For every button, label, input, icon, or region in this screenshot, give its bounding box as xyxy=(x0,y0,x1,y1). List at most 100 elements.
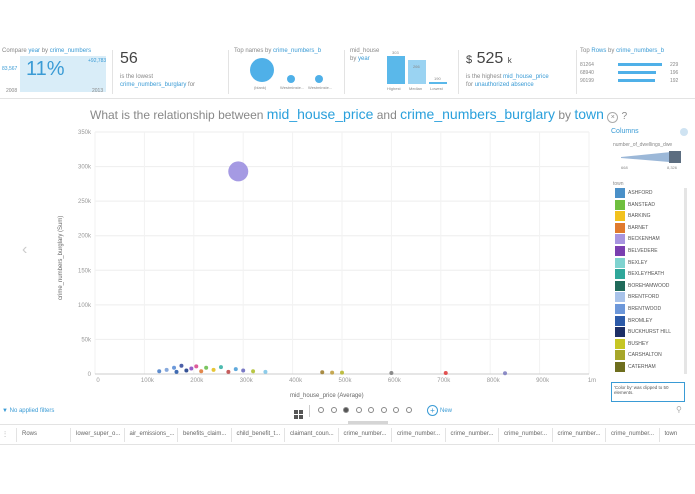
prev-arrow-icon[interactable]: ‹ xyxy=(22,241,28,258)
table-column-header[interactable]: crime_number... xyxy=(444,428,498,442)
page-dot[interactable] xyxy=(405,407,412,413)
y-tick-label: 200k xyxy=(78,234,92,240)
lowest-line2: crime_numbers_burglary for xyxy=(120,82,196,88)
page-dot[interactable] xyxy=(393,407,399,413)
median-label: Median xyxy=(409,86,423,91)
data-point xyxy=(164,367,169,372)
page-dot[interactable] xyxy=(330,407,337,413)
legend-swatch xyxy=(615,246,625,256)
legend-label: BRENTWOOD xyxy=(628,306,662,312)
insight-card-lowest[interactable]: 56 is the lowest crime_numbers_burglary … xyxy=(118,44,218,98)
page-dot[interactable] xyxy=(355,407,362,413)
x-tick-label: 900k xyxy=(536,378,550,384)
legend-swatch xyxy=(615,257,625,268)
x-tick-label: 600k xyxy=(388,378,402,384)
top-row-bar xyxy=(618,63,662,66)
size-min: 668 xyxy=(621,165,628,170)
insight-card-min-max[interactable]: mid_house by year 303 266 190 Highest Me… xyxy=(350,44,450,98)
insight-card-top-rows[interactable]: Top Rows by crime_numbers_b 81264 229 6894… xyxy=(580,44,692,98)
table-column-header[interactable]: crime_number... xyxy=(551,428,605,442)
page-dot[interactable] xyxy=(368,407,374,413)
columns-label[interactable]: Columns xyxy=(611,128,639,135)
table-column-header[interactable]: crime_number... xyxy=(605,428,658,442)
settings-sliders-icon[interactable]: ⫶ xyxy=(4,430,6,439)
lowest-line1: is the lowest xyxy=(120,74,154,80)
toolbar-divider xyxy=(309,405,310,417)
top-row-id: 68940 xyxy=(580,70,594,76)
y-tick-label: 50k xyxy=(81,337,92,343)
insight-card-compare[interactable]: Compare year by crime_numbers 83,567 11%… xyxy=(2,44,108,98)
page-dot[interactable] xyxy=(380,407,387,413)
data-point xyxy=(330,370,335,375)
variable-y[interactable]: crime_numbers_burglary xyxy=(400,106,555,122)
table-column-header[interactable]: crime_number... xyxy=(391,428,444,442)
table-column-header[interactable]: benefits_claim... xyxy=(177,428,230,442)
legend-scrollbar[interactable] xyxy=(684,188,687,374)
new-button[interactable]: New xyxy=(440,408,453,414)
data-point xyxy=(184,368,189,373)
legend-label: BANSTEAD xyxy=(628,201,655,208)
filter-status[interactable]: ▼ No applied filters xyxy=(2,408,55,414)
legend-label: BRENTFORD xyxy=(628,294,660,301)
data-point xyxy=(443,370,448,375)
insight-card-highest[interactable]: $ 525 k is the highest mid_house_price f… xyxy=(464,44,572,98)
top-row-id: 81264 xyxy=(580,62,594,68)
x-tick-label: 500k xyxy=(338,378,352,384)
size-legend-shape xyxy=(621,151,681,163)
table-column-header[interactable]: air_emissions_... xyxy=(123,428,177,442)
variable-group[interactable]: town xyxy=(574,106,604,122)
variable-x[interactable]: mid_house_price xyxy=(266,106,374,122)
data-point xyxy=(340,370,344,375)
table-column-header[interactable]: claimant_coun... xyxy=(284,428,337,442)
bottom-toolbar: ▼ No applied filters + New ⚲ xyxy=(0,402,695,422)
help-icon[interactable]: ? xyxy=(621,111,628,122)
legend-swatch xyxy=(615,338,625,349)
grid-view-icon[interactable] xyxy=(294,406,304,419)
x-axis-label: mid_house_price (Average) xyxy=(290,393,364,399)
data-point xyxy=(204,365,209,370)
table-column-header[interactable]: crime_number... xyxy=(337,428,391,442)
card-divider xyxy=(228,50,229,94)
color-by-label: town xyxy=(613,181,624,187)
legend-swatch xyxy=(615,222,625,233)
table-top-rule xyxy=(0,424,695,425)
legend-swatch xyxy=(615,211,625,222)
y-tick-label: 250k xyxy=(78,199,92,205)
data-point xyxy=(226,369,231,374)
x-tick-label: 700k xyxy=(437,378,451,384)
bubble-label-2: Westminste... xyxy=(280,85,305,90)
table-column-header[interactable]: town xyxy=(658,428,686,442)
table-column-header[interactable]: lower_super_o... xyxy=(70,428,123,442)
page-dot[interactable] xyxy=(343,407,349,413)
legend-swatch xyxy=(615,234,625,245)
bar-highest xyxy=(387,56,405,84)
x-tick-label: 300k xyxy=(240,378,254,384)
question-title: What is the relationship between mid_hou… xyxy=(90,106,628,123)
legend-label: BUCKHURST HILL xyxy=(628,329,671,336)
bubble-label-1: (blank) xyxy=(254,85,267,90)
y-tick-label: 150k xyxy=(78,268,92,274)
compare-to-year: 2013 xyxy=(92,88,104,94)
compare-percent: 11% xyxy=(26,58,65,80)
insight-card-top-names[interactable]: Top names by crime_numbers_b (blank) Wes… xyxy=(234,44,338,98)
page-dot[interactable] xyxy=(318,407,324,413)
table-drag-handle[interactable] xyxy=(348,421,388,424)
data-point xyxy=(241,368,246,373)
table-column-header[interactable]: crime_number... xyxy=(498,428,551,442)
legend-label: BOREHAMWOOD xyxy=(628,282,670,289)
magic-wand-icon[interactable]: ⚲ xyxy=(676,405,682,414)
data-point xyxy=(194,364,199,369)
remove-group-icon[interactable]: × xyxy=(607,112,619,123)
settings-icon[interactable] xyxy=(680,128,688,136)
y-tick-label: 100k xyxy=(78,303,92,309)
table-column-header[interactable]: child_benefit_t... xyxy=(230,428,284,442)
card-title-line2: by year xyxy=(350,56,370,62)
bar-median xyxy=(408,60,426,84)
data-point xyxy=(503,371,508,376)
data-point xyxy=(320,370,325,375)
add-icon[interactable]: + xyxy=(427,405,438,416)
data-point xyxy=(174,369,179,374)
table-column-header[interactable]: Rows xyxy=(16,428,69,442)
highest-amount: $ 525 k xyxy=(466,50,512,67)
compare-right-value: +92,783 xyxy=(88,58,107,64)
